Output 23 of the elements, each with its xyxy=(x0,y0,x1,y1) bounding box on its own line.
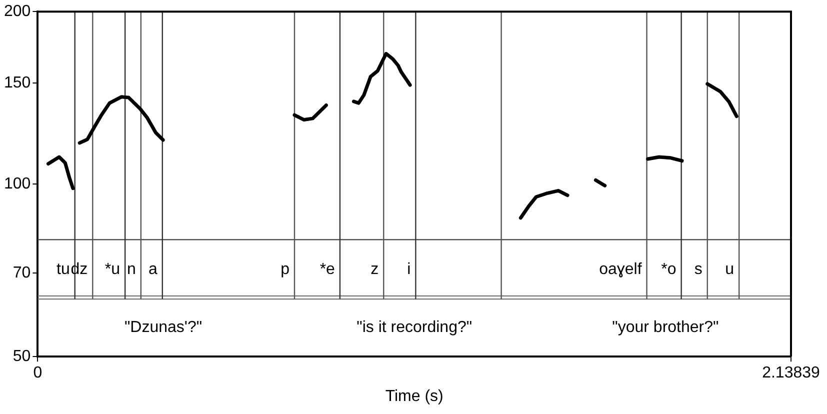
y-tick-label: 100 xyxy=(4,176,31,193)
ref-line-label: n xyxy=(127,260,136,278)
ref-line-label: tu xyxy=(56,260,70,278)
y-tick-label: 150 xyxy=(4,74,31,92)
ref-line-label: *o xyxy=(661,260,676,278)
x-tick-label: 0 xyxy=(33,364,42,382)
annotation: "Dzunas'?" xyxy=(124,319,202,336)
ref-line-label: oaɣelf xyxy=(599,260,642,278)
y-tick-label: 70 xyxy=(12,264,31,282)
ref-line-label: *e xyxy=(320,260,336,278)
ref-line-label: u xyxy=(725,260,734,278)
x-axis-title: Time (s) xyxy=(385,388,444,405)
y-tick-label: 200 xyxy=(4,3,31,20)
annotation: "your brother?" xyxy=(612,319,719,336)
annotation: "is it recording?" xyxy=(356,319,472,336)
ref-line-label: a xyxy=(148,260,158,278)
ref-line-label: z xyxy=(370,260,379,278)
x-tick-label: 2.13839 xyxy=(762,364,820,382)
ref-line-label: *u xyxy=(104,260,120,278)
y-tick-label: 50 xyxy=(12,348,31,366)
ref-line-label: i xyxy=(407,260,411,278)
ref-line-label: p xyxy=(280,260,290,278)
ref-line-label: s xyxy=(694,260,702,278)
